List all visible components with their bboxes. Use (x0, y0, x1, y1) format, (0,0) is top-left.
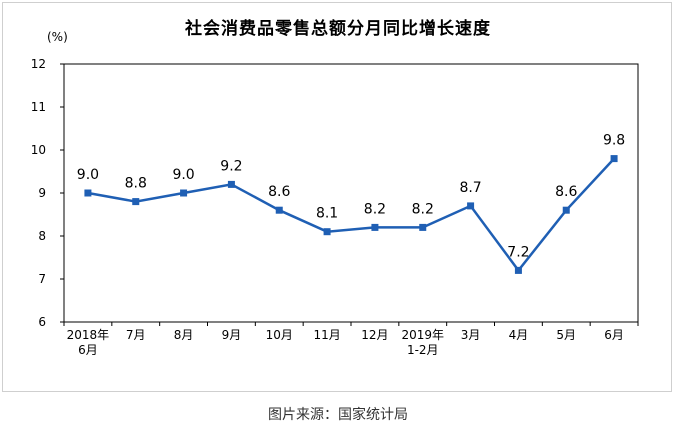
data-point (562, 206, 570, 214)
y-tick-label: 11 (31, 100, 46, 114)
data-point (180, 189, 188, 197)
x-tick-label: 9月 (222, 328, 242, 342)
data-point (323, 228, 331, 236)
x-tick-label: 7月 (126, 328, 146, 342)
plot-area (63, 63, 639, 323)
y-unit-label: (%) (47, 30, 68, 44)
y-tick-label: 6 (38, 315, 46, 329)
x-tick-label: 5月 (556, 328, 576, 342)
x-tick-label: 3月 (461, 328, 481, 342)
x-tick-label: 4月 (509, 328, 529, 342)
y-tick-label: 12 (31, 57, 46, 71)
x-tick-label: 6月 (604, 328, 624, 342)
y-tick-label: 8 (38, 229, 46, 243)
x-tick-label: 8月 (174, 328, 194, 342)
series-line (87, 157, 616, 273)
data-label: 8.2 (412, 201, 434, 217)
image-source-caption: 图片来源：国家统计局 (268, 407, 408, 423)
data-label: 8.1 (316, 206, 338, 222)
data-label: 9.2 (220, 158, 242, 174)
data-label: 8.8 (125, 176, 147, 192)
data-point (275, 206, 283, 214)
data-point (84, 189, 92, 197)
data-point (514, 266, 522, 274)
data-label: 8.6 (555, 184, 577, 200)
y-tick-label: 10 (31, 143, 46, 157)
data-point (610, 155, 618, 163)
data-point (467, 202, 475, 210)
data-point (371, 223, 379, 231)
x-tick-label: 10月 (266, 328, 293, 342)
data-label: 8.7 (459, 180, 481, 196)
data-label: 9.0 (77, 167, 99, 183)
data-point (227, 180, 235, 188)
x-tick-label: 11月 (313, 328, 340, 342)
y-tick-label: 9 (38, 186, 46, 200)
data-label: 9.0 (172, 167, 194, 183)
chart-title: 社会消费品零售总额分月同比增长速度 (185, 19, 491, 39)
data-label: 7.2 (507, 244, 529, 260)
x-tick-label: 12月 (361, 328, 388, 342)
data-label: 8.6 (268, 184, 290, 200)
x-tick-label: 2019年 1-2月 (401, 328, 444, 357)
x-tick-label: 2018年 6月 (67, 328, 110, 357)
data-label: 9.8 (603, 133, 625, 149)
data-label: 8.2 (364, 201, 386, 217)
y-tick-label: 7 (38, 272, 46, 286)
data-point (419, 223, 427, 231)
data-point (132, 198, 140, 206)
